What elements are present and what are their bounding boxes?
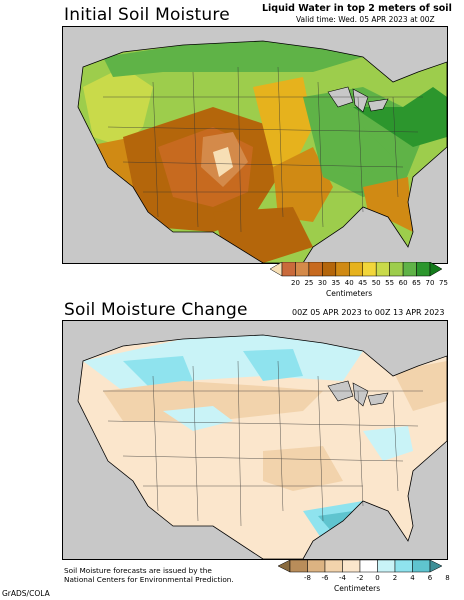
colorbar-tick-label: 35 — [331, 279, 341, 287]
colorbar-swatch-high — [429, 262, 442, 277]
colorbar-tick-label: -8 — [304, 574, 311, 582]
forecast-footer-note: Soil Moisture forecasts are issued by th… — [64, 566, 234, 584]
footer-line-2: National Centers for Environmental Predi… — [64, 575, 234, 584]
colorbar-swatch — [324, 560, 343, 573]
bottom-colorbar-ticks: -8 -6 -4 -2 0 2 4 6 8 — [278, 574, 450, 584]
colorbar-swatch — [322, 262, 337, 277]
colorbar-swatch — [307, 560, 326, 573]
top-panel-valid-time: Valid time: Wed. 05 APR 2023 at 00Z — [296, 15, 435, 24]
colorbar-tick-label: -6 — [321, 574, 329, 582]
colorbar-tick-label: 70 — [425, 279, 435, 287]
colorbar-tick-label: 55 — [385, 279, 395, 287]
colorbar-swatch — [335, 262, 350, 277]
colorbar-tick-label: 8 — [445, 574, 450, 582]
top-colorbar-ticks: 20 25 30 35 40 45 50 55 60 65 70 75 — [270, 279, 448, 289]
colorbar-tick-label: -2 — [356, 574, 364, 582]
colorbar-swatch — [349, 262, 363, 277]
colorbar-swatch — [377, 560, 396, 573]
colorbar-swatch — [362, 262, 377, 277]
colorbar-swatch — [394, 560, 413, 573]
colorbar-tick-label: 0 — [375, 574, 380, 582]
colorbar-swatch — [359, 560, 378, 573]
colorbar-swatch — [416, 262, 431, 277]
bottom-panel-subtitle: 00Z 05 APR 2023 to 00Z 13 APR 2023 — [292, 308, 445, 317]
bottom-colorbar: -8 -6 -4 -2 0 2 4 6 8 Centimeters — [278, 560, 450, 600]
colorbar-tick-label: 2 — [392, 574, 398, 582]
colorbar-swatch-low — [278, 560, 291, 573]
top-colorbar: 20 25 30 35 40 45 50 55 60 65 70 75 Centimeters — [270, 262, 448, 302]
colorbar-tick-label: 60 — [398, 279, 408, 287]
colorbar-tick-label: 20 — [290, 279, 300, 287]
colorbar-swatch — [412, 560, 431, 573]
colorbar-swatch — [402, 262, 417, 277]
colorbar-tick-label: -4 — [339, 574, 346, 582]
colorbar-tick-label: 30 — [317, 279, 327, 287]
colorbar-tick-label: 75 — [438, 279, 448, 287]
credit-label: GrADS/COLA — [2, 589, 50, 598]
bottom-colorbar-swatches — [278, 560, 442, 573]
colorbar-swatch — [375, 262, 390, 277]
bottom-panel-title: Soil Moisture Change — [64, 300, 248, 320]
colorbar-swatch — [289, 560, 308, 573]
colorbar-swatch-high — [429, 560, 442, 573]
soil-moisture-change-map — [62, 320, 448, 560]
soil-moisture-change-svg — [63, 321, 447, 559]
colorbar-tick-label: 45 — [358, 279, 368, 287]
top-panel-title: Initial Soil Moisture — [64, 5, 230, 25]
colorbar-swatch — [342, 560, 361, 573]
colorbar-swatch — [295, 262, 310, 277]
initial-soil-moisture-map — [62, 26, 448, 264]
colorbar-swatch-low — [270, 262, 283, 277]
colorbar-tick-label: 4 — [410, 574, 415, 582]
colorbar-tick-label: 65 — [412, 279, 421, 287]
top-colorbar-swatches — [270, 262, 442, 277]
top-colorbar-units: Centimeters — [326, 289, 373, 298]
colorbar-swatch — [389, 262, 404, 277]
colorbar-tick-label: 6 — [427, 574, 433, 582]
colorbar-swatch — [308, 262, 323, 277]
footer-line-1: Soil Moisture forecasts are issued by th… — [64, 566, 212, 575]
bottom-colorbar-units: Centimeters — [334, 584, 381, 593]
colorbar-tick-label: 50 — [371, 279, 381, 287]
colorbar-tick-label: 40 — [344, 279, 354, 287]
colorbar-tick-label: 25 — [304, 279, 314, 287]
initial-soil-moisture-svg — [63, 27, 447, 263]
colorbar-swatch — [281, 262, 296, 277]
top-panel-subtitle: Liquid Water in top 2 meters of soil — [262, 3, 452, 14]
